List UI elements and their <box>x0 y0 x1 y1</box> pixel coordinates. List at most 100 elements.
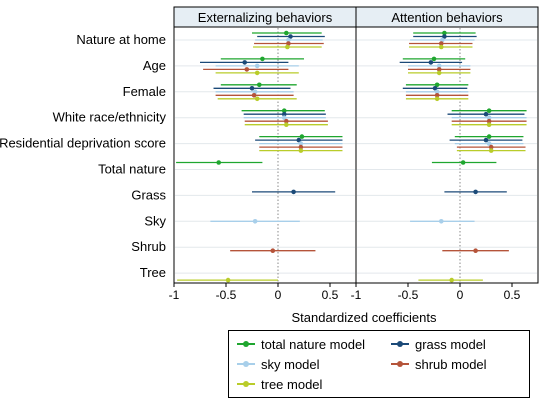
point-estimate-tree <box>254 70 260 76</box>
point-estimate-grass <box>442 34 447 39</box>
point-estimate-sky <box>286 37 291 43</box>
legend: total nature model grass model sky model… <box>228 330 530 398</box>
point-estimate-shrub <box>486 118 492 124</box>
point-estimate-grass <box>296 137 302 143</box>
point-estimate-tree <box>254 96 260 102</box>
x-tick-label: 0 <box>457 288 464 302</box>
point-estimate-total <box>299 134 305 139</box>
row-label: Grass <box>131 187 166 202</box>
point-estimate-sky <box>440 37 445 43</box>
point-estimate-tree <box>434 96 440 102</box>
panel-attention: Attention behaviors -1 -0.5 0 0.5 <box>351 6 539 302</box>
row-label: Tree <box>140 265 166 280</box>
point-estimate-tree <box>225 277 231 283</box>
point-estimate-total <box>460 160 466 165</box>
point-estimate-tree <box>449 277 454 283</box>
point-estimate-shrub <box>298 144 304 150</box>
point-estimate-total <box>256 82 262 88</box>
point-estimate-sky <box>254 63 260 69</box>
point-estimate-total <box>486 134 492 139</box>
x-tick-label: -0.5 <box>398 288 419 302</box>
point-estimate-shrub <box>488 144 494 150</box>
x-tick-label: -0.5 <box>216 288 237 302</box>
x-tick-label: 0.5 <box>504 288 521 302</box>
row-label: White race/ethnicity <box>53 110 167 125</box>
point-estimate-tree <box>486 122 492 127</box>
panel-title: Attention behaviors <box>391 10 503 25</box>
legend-label: grass model <box>415 336 486 352</box>
legend-item-grass: grass model <box>389 335 486 353</box>
point-estimate-shrub <box>436 67 442 72</box>
point-estimate-grass <box>291 189 296 195</box>
point-estimate-shrub <box>438 41 444 46</box>
point-estimate-grass <box>242 60 248 65</box>
point-estimate-total <box>442 30 447 36</box>
point-estimate-grass <box>288 34 293 39</box>
panel-title: Externalizing behaviors <box>198 10 333 25</box>
legend-item-total: total nature model <box>235 335 365 353</box>
point-estimate-total <box>434 82 440 88</box>
row-label: Residential deprivation score <box>0 136 166 151</box>
legend-dot <box>243 381 249 387</box>
legend-item-sky: sky model <box>235 355 320 373</box>
x-tick-label: -1 <box>169 288 180 302</box>
point-estimate-shrub <box>286 41 291 46</box>
point-estimate-tree <box>436 70 442 76</box>
legend-item-shrub: shrub model <box>389 355 487 373</box>
point-estimate-total <box>260 56 265 62</box>
legend-symbol <box>235 338 257 350</box>
point-estimate-shrub <box>284 118 289 124</box>
point-estimate-total <box>216 160 222 165</box>
point-estimate-sky <box>252 219 258 224</box>
point-estimate-sky <box>436 63 442 69</box>
point-estimate-grass <box>432 86 438 91</box>
point-estimate-tree <box>298 148 304 153</box>
legend-label: sky model <box>261 356 320 372</box>
panel-externalizing: Externalizing behaviors -1 -0.5 0 0.5 <box>169 6 357 302</box>
legend-item-tree: tree model <box>235 375 322 393</box>
point-estimate-sky <box>252 89 258 95</box>
legend-symbol <box>389 338 411 350</box>
row-label: Age <box>143 58 166 73</box>
legend-dot <box>243 361 249 367</box>
legend-symbol <box>389 358 411 370</box>
legend-label: tree model <box>261 376 323 392</box>
point-estimate-sky <box>486 141 492 146</box>
point-estimate-shrub <box>251 93 257 98</box>
point-estimate-shrub <box>434 93 440 98</box>
point-estimate-sky <box>438 219 444 224</box>
point-estimate-tree <box>284 122 289 127</box>
point-estimate-grass <box>281 111 287 117</box>
point-estimate-sky <box>486 115 492 120</box>
point-estimate-shrub <box>473 248 478 253</box>
point-estimate-grass <box>428 60 434 65</box>
point-estimate-grass <box>473 189 478 195</box>
row-label: Total nature <box>98 162 166 177</box>
legend-symbol <box>235 378 257 390</box>
panels-layer: Externalizing behaviors-1 -0.5 0 0.5Attenti… <box>169 6 539 302</box>
row-labels: Nature at home Age Female White race/ethnic… <box>0 32 166 280</box>
legend-dot <box>243 341 249 347</box>
x-tick-label: 0.5 <box>322 288 339 302</box>
legend-label: shrub model <box>415 356 487 372</box>
row-label: Shrub <box>131 239 166 254</box>
point-estimate-sky <box>434 89 440 95</box>
point-estimate-grass <box>483 137 489 143</box>
point-estimate-total <box>281 108 287 113</box>
row-label: Nature at home <box>76 32 166 47</box>
point-estimate-total <box>431 56 437 62</box>
x-tick-label: -1 <box>351 288 362 302</box>
point-estimate-tree <box>488 148 494 153</box>
point-estimate-shrub <box>244 67 250 72</box>
point-estimate-grass <box>249 86 255 91</box>
point-estimate-total <box>486 108 492 113</box>
x-tick-label: 0 <box>275 288 282 302</box>
legend-symbol <box>235 358 257 370</box>
point-estimate-total <box>284 30 289 36</box>
point-estimate-tree <box>285 44 290 50</box>
legend-dot <box>397 361 403 367</box>
legend-label: total nature model <box>261 336 366 352</box>
legend-dot <box>397 341 403 347</box>
